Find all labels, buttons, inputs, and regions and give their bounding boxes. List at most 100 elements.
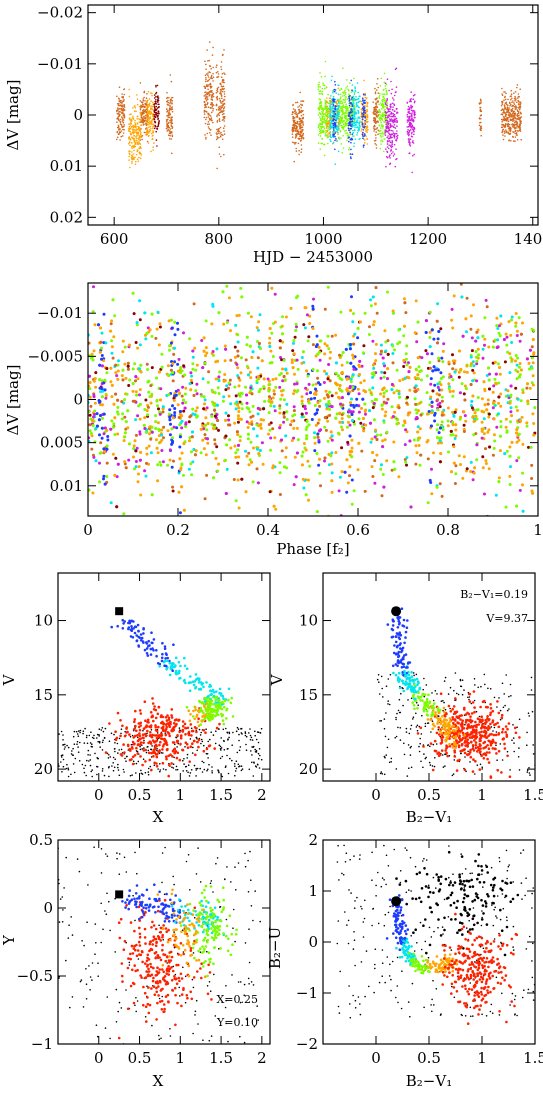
phase-point [404,357,408,361]
light-curve-point [342,123,345,125]
phase-point [282,420,286,424]
light-curve-point [221,90,223,93]
light-curve-point [351,120,354,123]
light-curve-point [146,131,148,133]
light-curve-point [342,104,345,106]
light-curve-point [479,127,482,129]
light-curve-point [220,155,222,158]
light-curve-point [391,119,394,121]
light-curve-point [319,132,321,135]
light-curve-point [154,102,157,105]
light-curve-point [412,119,415,122]
phase-point [278,385,282,389]
light-curve-point [378,103,380,106]
light-curve-point [348,95,350,98]
phase-point [374,359,378,363]
light-curve-point [116,103,119,105]
light-curve-point [153,127,156,130]
phase-point [240,392,244,396]
light-curve-point [380,121,382,123]
light-curve-point [375,144,378,146]
light-curve-point [155,105,158,108]
light-curve-point [122,132,125,134]
light-curve-point [351,133,354,135]
light-curve-point [385,123,388,125]
light-curve-point [140,124,142,126]
light-curve-point [516,84,519,86]
light-curve-point [166,97,168,100]
phase-point [261,462,265,466]
light-curve-point [517,97,519,99]
light-curve-point [138,139,141,141]
light-curve-point [332,115,334,117]
light-curve-point [218,114,220,117]
phase-point [497,412,500,416]
phase-point [269,404,273,408]
light-curve-point [384,102,387,104]
phase-point [241,265,244,268]
light-curve-point [386,104,388,106]
phase-point [285,418,289,421]
light-curve-point [117,118,120,120]
phase-point [370,437,374,441]
light-curve-point [144,100,146,102]
phase-point [256,328,260,332]
light-curve-point [222,104,224,107]
light-curve-point [141,113,143,116]
light-curve-point [378,132,381,135]
light-curve-point [215,138,218,141]
phase-point [113,549,116,552]
phase-point [330,394,334,398]
light-curve-point [519,128,521,131]
light-curve-point [131,146,133,148]
light-curve-point [387,121,389,123]
light-curve-point [332,110,335,113]
phase-point [233,444,237,448]
light-curve-point [386,151,389,153]
light-curve-point [325,86,328,89]
y-tick-label: −0.02 [37,4,83,22]
phase-point [350,438,354,442]
phase-point [402,365,406,368]
light-curve-point [407,129,409,131]
phase-point [171,485,175,489]
light-curve-point [321,115,324,118]
light-curve-point [339,93,342,96]
phase-point [499,420,503,423]
phase-point [187,467,191,471]
light-curve-point [329,124,332,126]
light-curve-point [149,116,152,118]
phase-point [517,456,521,460]
phase-point [469,355,473,359]
light-curve-point [146,105,149,107]
phase-point [88,423,92,427]
light-curve-point [166,120,168,122]
light-curve-point [121,93,123,95]
phase-point [380,463,383,467]
light-curve-point [379,129,382,132]
light-curve-point [299,120,301,123]
phase-point [403,443,407,447]
phase-point [448,372,452,376]
light-curve-point [120,130,123,132]
light-curve-point [384,134,387,136]
light-curve-point [317,86,320,88]
light-curve-point [330,120,333,123]
light-curve-point [392,112,395,115]
light-curve-points [116,41,522,174]
phase-point [278,471,282,475]
light-curve-point [216,97,218,99]
phase-point [236,366,240,370]
light-curve-point [206,93,209,96]
light-curve-point [408,140,410,142]
phase-point [385,401,388,405]
phase-point [204,416,208,420]
light-curve-point [393,113,396,116]
light-curve-point [211,103,214,105]
light-curve-point [216,121,218,123]
light-curve-point [347,124,350,127]
light-curve-point [353,102,355,104]
phase-point [317,463,321,467]
light-curve-point [374,143,377,145]
phase-point [123,415,127,419]
